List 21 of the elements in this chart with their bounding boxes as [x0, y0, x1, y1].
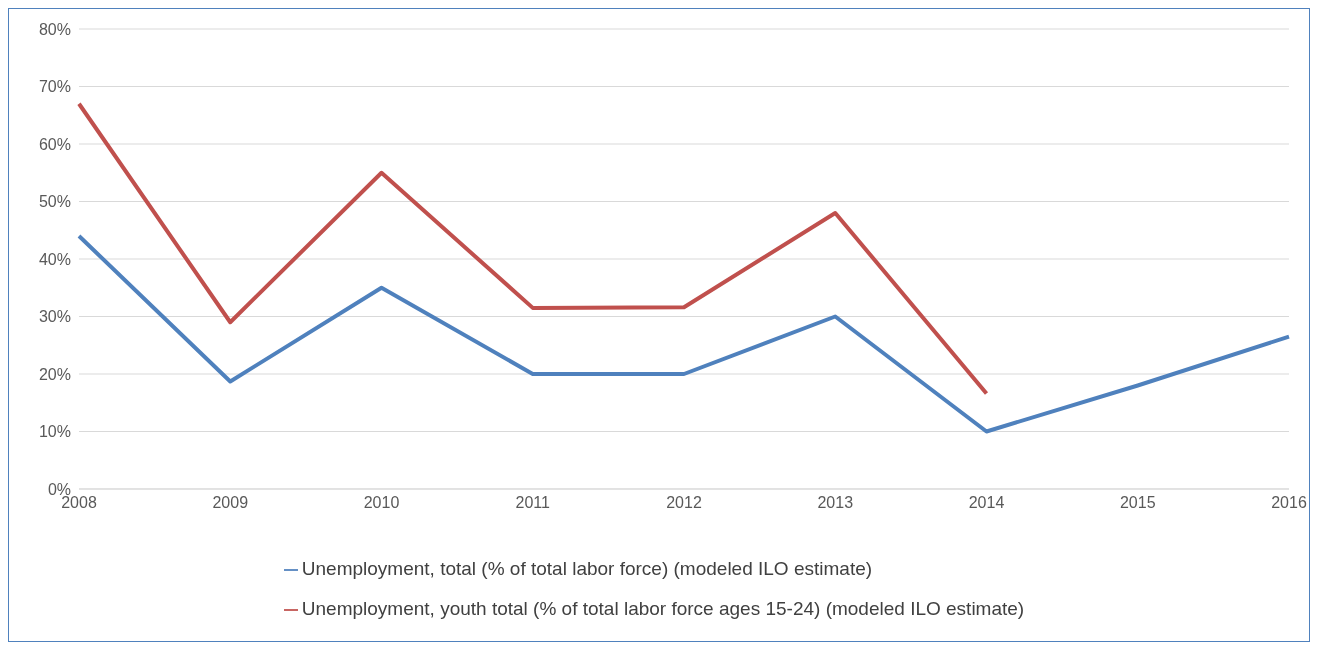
y-tick-label: 40%	[38, 250, 71, 268]
y-tick-label: 70%	[38, 78, 71, 96]
x-tick-label: 2008	[61, 494, 97, 512]
x-tick-label: 2009	[212, 494, 249, 512]
x-tick-label: 2012	[666, 494, 702, 512]
y-tick-label: 50%	[38, 193, 71, 211]
x-tick-label: 2015	[1119, 494, 1156, 512]
y-tick-label: 10%	[38, 423, 71, 441]
y-tick-label: 20%	[38, 365, 71, 383]
x-tick-label: 2014	[968, 494, 1005, 512]
legend-label: Unemployment, total (% of total labor force) (modeled ILO estimate)	[301, 558, 873, 579]
y-tick-label: 60%	[38, 135, 71, 153]
x-tick-label: 2010	[363, 494, 400, 512]
x-tick-label: 2016	[1271, 494, 1307, 512]
x-tick-label: 2013	[817, 494, 854, 512]
y-tick-label: 30%	[38, 308, 71, 326]
x-tick-label: 2011	[515, 494, 551, 512]
y-tick-label: 80%	[38, 20, 71, 38]
line-series	[77, 234, 1291, 434]
line-series	[77, 101, 989, 396]
legend-label: Unemployment, youth total (% of total labor force ages 15-24) (modeled ILO estimate)	[301, 598, 1025, 619]
